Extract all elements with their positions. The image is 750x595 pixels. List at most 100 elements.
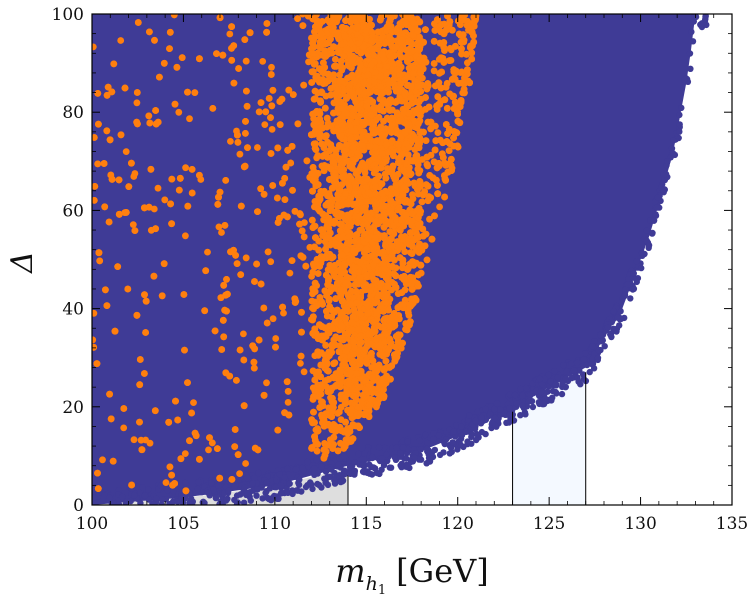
orange-point <box>257 99 265 106</box>
blue-point <box>529 403 537 411</box>
blue-point <box>115 501 123 505</box>
blue-point <box>482 405 489 413</box>
blue-point <box>393 444 400 451</box>
blue-point <box>690 18 697 25</box>
blue-point <box>152 495 160 502</box>
blue-point <box>241 484 248 491</box>
blue-point <box>630 270 637 277</box>
blue-point <box>486 411 494 418</box>
orange-point <box>162 479 170 486</box>
blue-point <box>590 365 598 372</box>
blue-point <box>662 171 670 178</box>
orange-point <box>259 58 267 65</box>
blue-point <box>554 374 561 381</box>
blue-point <box>616 322 623 329</box>
blue-point <box>262 489 269 497</box>
blue-point <box>689 38 697 45</box>
blue-point <box>552 388 559 396</box>
blue-point <box>610 307 617 315</box>
blue-point <box>430 436 437 443</box>
orange-point <box>267 258 275 266</box>
orange-point <box>300 233 308 241</box>
blue-point <box>355 450 362 458</box>
orange-point <box>160 59 168 67</box>
blue-point <box>145 486 152 493</box>
blue-point <box>519 392 526 400</box>
blue-point <box>517 412 524 419</box>
blue-point <box>687 65 694 73</box>
blue-point <box>346 464 354 471</box>
blue-point <box>643 237 650 244</box>
orange-point <box>263 379 270 387</box>
blue-point <box>435 432 443 439</box>
blue-point <box>477 420 485 427</box>
blue-point <box>122 501 129 505</box>
blue-point <box>525 398 532 405</box>
blue-point <box>688 28 695 36</box>
blue-point <box>568 360 575 367</box>
orange-point <box>286 269 294 277</box>
blue-point <box>669 150 677 157</box>
blue-point <box>361 467 368 474</box>
blue-point <box>289 490 296 498</box>
blue-point <box>215 482 222 489</box>
blue-point <box>263 479 271 486</box>
blue-point <box>645 242 653 249</box>
blue-point <box>225 487 232 494</box>
blue-point <box>579 371 587 378</box>
blue-point <box>625 276 632 283</box>
blue-point <box>676 111 683 119</box>
blue-point <box>670 137 677 144</box>
orange-point <box>215 223 223 231</box>
blue-point <box>204 489 212 496</box>
blue-point <box>440 438 448 446</box>
orange-point <box>426 215 433 223</box>
blue-point <box>293 487 300 494</box>
orange-point <box>142 436 150 444</box>
blue-point <box>368 453 376 461</box>
blue-point <box>583 361 591 369</box>
blue-point <box>387 464 395 471</box>
blue-point <box>462 428 470 436</box>
orange-point <box>254 144 261 151</box>
orange-point <box>130 173 138 180</box>
blue-point <box>577 381 584 388</box>
blue-point <box>458 423 465 430</box>
blue-point <box>313 456 320 464</box>
blue-point <box>187 495 195 502</box>
blue-point <box>335 461 342 468</box>
orange-point <box>188 189 196 197</box>
orange-point <box>214 445 221 452</box>
orange-point <box>129 221 137 229</box>
blue-point <box>299 464 306 472</box>
blue-point <box>702 15 709 23</box>
orange-point <box>280 309 287 317</box>
blue-point <box>106 494 113 501</box>
orange-point <box>382 357 390 365</box>
orange-point <box>409 258 416 265</box>
blue-point <box>208 479 215 487</box>
orange-point <box>133 99 141 107</box>
blue-point <box>627 295 634 302</box>
blue-point <box>660 186 667 193</box>
orange-point <box>204 248 211 256</box>
orange-point <box>386 228 394 236</box>
blue-point <box>182 479 189 487</box>
orange-point <box>422 181 430 189</box>
blue-point <box>558 390 566 398</box>
blue-point <box>308 481 315 488</box>
orange-point <box>283 378 291 386</box>
orange-point <box>175 108 183 116</box>
blue-point <box>359 461 366 469</box>
blue-point <box>573 359 581 366</box>
blue-point <box>676 128 683 135</box>
orange-point <box>92 43 97 51</box>
blue-point <box>559 380 566 387</box>
blue-point <box>513 400 520 407</box>
blue-point <box>595 347 603 354</box>
blue-point <box>217 499 224 505</box>
blue-point <box>424 439 431 447</box>
orange-point <box>303 157 311 165</box>
series-orange-points <box>92 14 480 495</box>
